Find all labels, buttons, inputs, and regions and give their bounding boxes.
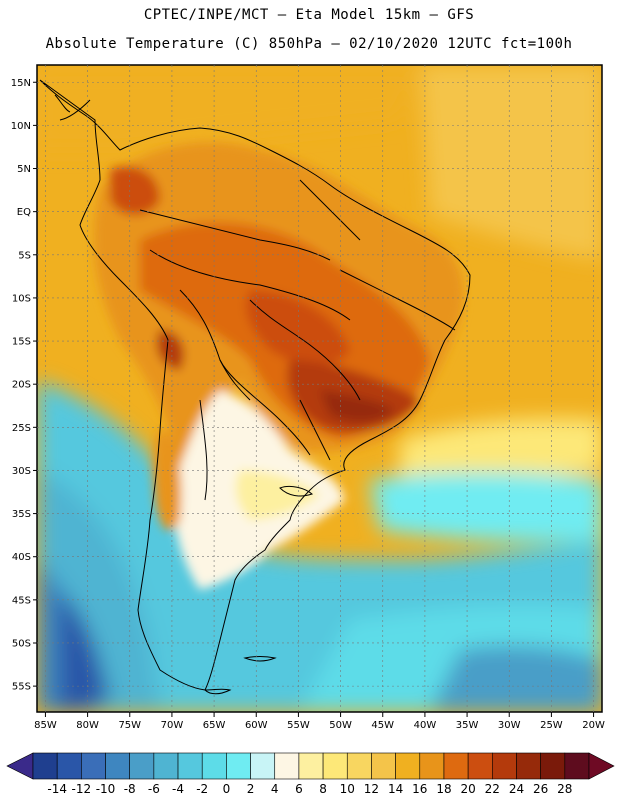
colorbar-swatch: [105, 752, 130, 780]
colorbar-swatch: [322, 752, 348, 780]
colorbar-label: 24: [509, 782, 524, 796]
longitude-label: 80W: [76, 720, 99, 731]
colorbar-swatch: [540, 752, 566, 780]
longitude-labels: 85W 80W 75W 70W 65W 60W 55W 50W 45W 40W 35W 30W 25W 2…: [34, 712, 605, 731]
colorbar-label: 8: [319, 782, 327, 796]
latitude-label: 30S: [12, 466, 31, 477]
latitude-label: 5S: [18, 250, 31, 261]
colorbar-swatch: [153, 752, 179, 780]
colorbar-label: 2: [247, 782, 255, 796]
longitude-label: 85W: [34, 720, 57, 731]
coastline: [39, 79, 471, 695]
colorbar-swatch: [467, 752, 493, 780]
latitude-labels: 15N 10N 5N EQ 5S 10S 15S 20S 25S 30S 35S 40S 45S 50S 5…: [11, 78, 37, 693]
colorbar-label: 12: [364, 782, 379, 796]
latitude-label: 10N: [11, 121, 31, 132]
colorbar-swatch: [419, 752, 445, 780]
colorbar-swatch: [32, 752, 58, 780]
colorbar-label: -8: [124, 782, 136, 796]
colorbar-swatch: [371, 752, 396, 780]
latitude-label: 10S: [12, 293, 31, 304]
colorbar-label: -2: [196, 782, 208, 796]
colorbar-swatch: [201, 752, 227, 780]
longitude-label: 45W: [371, 720, 394, 731]
latitude-label: 20S: [12, 380, 31, 391]
longitude-label: 20W: [582, 720, 605, 731]
latitude-label: 50S: [12, 638, 31, 649]
colorbar-swatch: [129, 752, 155, 780]
latitude-label: 45S: [12, 595, 31, 606]
colorbar-label: 28: [557, 782, 572, 796]
title-line-1: CPTEC/INPE/MCT – Eta Model 15km – GFS: [143, 7, 475, 23]
colorbar-swatch: [564, 752, 590, 780]
longitude-label: 65W: [203, 720, 226, 731]
longitude-label: 60W: [245, 720, 268, 731]
temperature-field: [37, 65, 602, 712]
longitude-label: 40W: [414, 720, 437, 731]
longitude-label: 75W: [118, 720, 141, 731]
longitude-label: 70W: [161, 720, 184, 731]
colorbar-label: 18: [436, 782, 451, 796]
graticule: [37, 65, 602, 712]
colorbar-label: 16: [412, 782, 427, 796]
colorbar-swatch: [516, 752, 541, 780]
colorbar-swatch: [250, 752, 276, 780]
colorbar-swatch: [346, 752, 372, 780]
colorbar-swatch: [443, 752, 469, 780]
longitude-label: 25W: [540, 720, 563, 731]
latitude-label: 40S: [12, 552, 31, 563]
colorbar-label: -6: [148, 782, 160, 796]
latitude-label: 55S: [12, 682, 31, 693]
colorbar-label: -4: [172, 782, 184, 796]
colorbar-swatch: [274, 752, 300, 780]
colorbar-swatch: [81, 752, 106, 780]
colorbar-over-arrow: [588, 752, 615, 780]
colorbar-swatch: [177, 752, 203, 780]
colorbar-swatch: [56, 752, 82, 780]
colorbar-under-arrow: [6, 752, 34, 780]
latitude-label: EQ: [17, 207, 31, 218]
colorbar-label: -10: [96, 782, 116, 796]
colorbar-swatch: [395, 752, 421, 780]
colorbar-swatch: [492, 752, 517, 780]
longitude-label: 30W: [498, 720, 521, 731]
latitude-label: 15N: [11, 78, 31, 89]
colorbar-label: 6: [295, 782, 303, 796]
longitude-label: 50W: [329, 720, 352, 731]
latitude-label: 25S: [12, 423, 31, 434]
colorbar-label: 20: [460, 782, 475, 796]
colorbar-label: 4: [271, 782, 279, 796]
colorbar-swatch: [226, 752, 251, 780]
colorbar-label: -12: [72, 782, 92, 796]
longitude-label: 35W: [456, 720, 479, 731]
map-frame: [36, 64, 603, 713]
colorbar: -14 -12 -10 -8 -6 -4 -2 0 2 4 6 8 10 12 14 16 18 20 22 24 26…: [6, 752, 615, 796]
colorbar-label: 22: [485, 782, 500, 796]
latitude-label: 15S: [12, 337, 31, 348]
longitude-label: 55W: [287, 720, 310, 731]
colorbar-label: 10: [340, 782, 355, 796]
colorbar-label: 26: [533, 782, 548, 796]
colorbar-label: 14: [388, 782, 403, 796]
colorbar-label: 0: [223, 782, 231, 796]
title-line-2: Absolute Temperature (C) 850hPa – 02/10/…: [45, 36, 573, 52]
colorbar-label: -14: [47, 782, 67, 796]
colorbar-swatch: [298, 752, 324, 780]
latitude-label: 5N: [17, 164, 31, 175]
latitude-label: 35S: [12, 509, 31, 520]
